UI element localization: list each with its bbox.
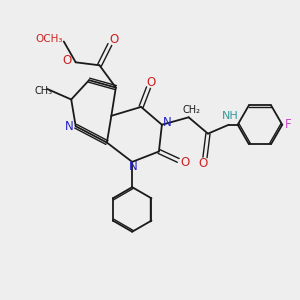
Text: N: N	[129, 160, 138, 173]
Text: N: N	[65, 120, 74, 133]
Text: CH₃: CH₃	[34, 85, 52, 96]
Text: NH: NH	[222, 111, 238, 122]
Text: O: O	[180, 156, 189, 169]
Text: N: N	[163, 116, 172, 129]
Text: O: O	[199, 157, 208, 170]
Text: OCH₃: OCH₃	[36, 34, 63, 44]
Text: CH₂: CH₂	[182, 105, 200, 115]
Text: O: O	[110, 33, 119, 46]
Text: F: F	[285, 118, 292, 131]
Text: O: O	[63, 54, 72, 67]
Text: O: O	[147, 76, 156, 89]
